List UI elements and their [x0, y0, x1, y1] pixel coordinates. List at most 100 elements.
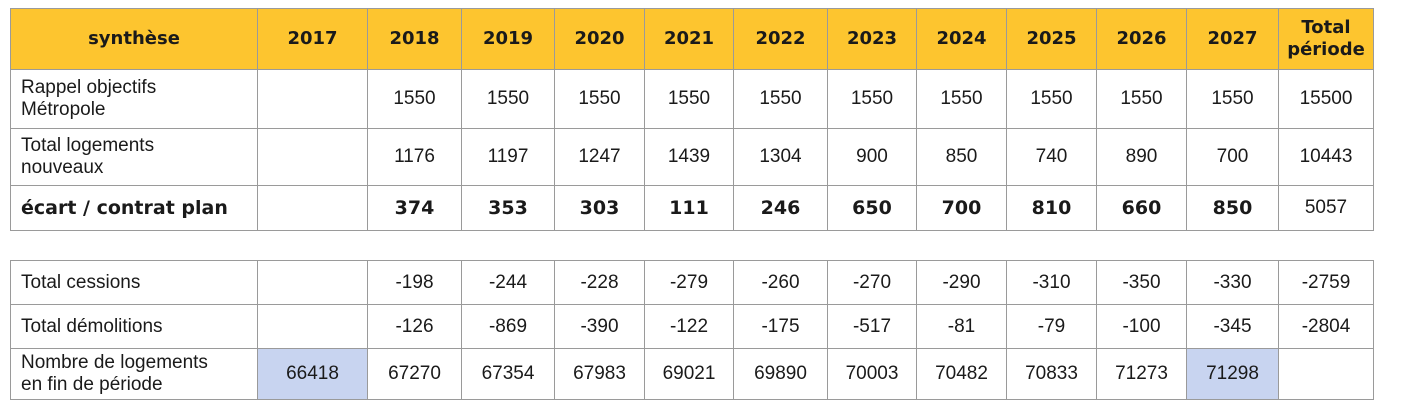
table-cell: -869 — [461, 304, 555, 349]
table-cell: 1550 — [461, 69, 555, 129]
year-header: 2023 — [827, 8, 917, 70]
synthesis-table: synthèse 2017 2018 2019 2020 2021 2022 2… — [10, 8, 1374, 231]
row-label: Total logements nouveaux — [10, 128, 258, 186]
table-cell: 246 — [733, 185, 828, 231]
table-cell: 71273 — [1096, 348, 1187, 400]
table-cell — [257, 185, 368, 231]
table-cell: 1550 — [827, 69, 917, 129]
table-cell: -198 — [367, 260, 462, 305]
table-cell: -270 — [827, 260, 917, 305]
table-cell: -310 — [1006, 260, 1097, 305]
total-cell — [1278, 348, 1374, 400]
table-cell: 67354 — [461, 348, 555, 400]
table-cell: -244 — [461, 260, 555, 305]
table-cell — [257, 304, 368, 349]
table-cell: -350 — [1096, 260, 1187, 305]
table-cell: -260 — [733, 260, 828, 305]
table-cell: 1550 — [1096, 69, 1187, 129]
table-row: Rappel objectifs Métropole 1550 1550 1550… — [10, 69, 1374, 129]
table-cell: 374 — [367, 185, 462, 231]
table-cell: 1197 — [461, 128, 555, 186]
total-period-header: Total période — [1278, 8, 1374, 70]
table-cell — [257, 69, 368, 129]
year-header: 2027 — [1186, 8, 1279, 70]
table-cell: -122 — [644, 304, 734, 349]
table-cell: 1550 — [1186, 69, 1279, 129]
table-cell: 69021 — [644, 348, 734, 400]
table-row: Nombre de logements en fin de période 664… — [10, 348, 1374, 400]
total-cell: 5057 — [1278, 185, 1374, 231]
table-cell: 353 — [461, 185, 555, 231]
year-header: 2018 — [367, 8, 462, 70]
table-cell: 1550 — [554, 69, 645, 129]
table-cell: -345 — [1186, 304, 1279, 349]
year-header: 2025 — [1006, 8, 1097, 70]
header-row: synthèse 2017 2018 2019 2020 2021 2022 2… — [10, 8, 1374, 70]
row-label: Rappel objectifs Métropole — [10, 69, 258, 129]
table-row: Total démolitions -126 -869 -390 -122 -1… — [10, 304, 1374, 349]
year-header: 2026 — [1096, 8, 1187, 70]
table-cell: 1304 — [733, 128, 828, 186]
table-cell: 900 — [827, 128, 917, 186]
row-label: Total démolitions — [10, 304, 258, 349]
table-cell — [257, 128, 368, 186]
table-row: Total cessions -198 -244 -228 -279 -260 … — [10, 260, 1374, 305]
table-row: Total logements nouveaux 1176 1197 1247 1… — [10, 128, 1374, 186]
table-cell: 70003 — [827, 348, 917, 400]
table-cell: 850 — [1186, 185, 1279, 231]
table-cell: 69890 — [733, 348, 828, 400]
table-cell: 70482 — [916, 348, 1007, 400]
table-cell: 1550 — [367, 69, 462, 129]
table-cell: 1550 — [644, 69, 734, 129]
year-header: 2017 — [257, 8, 368, 70]
total-cell: 10443 — [1278, 128, 1374, 186]
year-header: 2024 — [916, 8, 1007, 70]
table-cell: 700 — [916, 185, 1007, 231]
table-cell: -100 — [1096, 304, 1187, 349]
year-header: 2020 — [554, 8, 645, 70]
highlighted-cell: 66418 — [257, 348, 368, 400]
table-cell: 67983 — [554, 348, 645, 400]
table-cell: 660 — [1096, 185, 1187, 231]
table-cell: 303 — [554, 185, 645, 231]
table-cell: 1550 — [1006, 69, 1097, 129]
row-label: Total cessions — [10, 260, 258, 305]
table-cell: -517 — [827, 304, 917, 349]
table-cell: 1176 — [367, 128, 462, 186]
total-cell: -2804 — [1278, 304, 1374, 349]
table-cell: -279 — [644, 260, 734, 305]
table-cell: -79 — [1006, 304, 1097, 349]
table-cell: 1550 — [916, 69, 1007, 129]
total-cell: 15500 — [1278, 69, 1374, 129]
table-row: écart / contrat plan 374 353 303 111 246… — [10, 185, 1374, 231]
table-cell: 70833 — [1006, 348, 1097, 400]
table-cell: 1247 — [554, 128, 645, 186]
table-cell: -290 — [916, 260, 1007, 305]
row-label: Nombre de logements en fin de période — [10, 348, 258, 400]
table-cell: 850 — [916, 128, 1007, 186]
table-cell: 111 — [644, 185, 734, 231]
table-cell: -126 — [367, 304, 462, 349]
table-cell: 810 — [1006, 185, 1097, 231]
table-cell: -390 — [554, 304, 645, 349]
table-cell: -81 — [916, 304, 1007, 349]
housing-balance-table: Total cessions -198 -244 -228 -279 -260 … — [10, 260, 1374, 400]
table-cell: 700 — [1186, 128, 1279, 186]
row-label: écart / contrat plan — [10, 185, 258, 231]
table-cell: -228 — [554, 260, 645, 305]
table-cell: 650 — [827, 185, 917, 231]
year-header: 2019 — [461, 8, 555, 70]
table-cell: 67270 — [367, 348, 462, 400]
table-cell — [257, 260, 368, 305]
table-cell: 740 — [1006, 128, 1097, 186]
total-cell: -2759 — [1278, 260, 1374, 305]
table-cell: 1550 — [733, 69, 828, 129]
total-header-line1: Total — [1301, 17, 1351, 38]
table-cell: -175 — [733, 304, 828, 349]
header-label: synthèse — [10, 8, 258, 70]
highlighted-cell: 71298 — [1186, 348, 1279, 400]
year-header: 2021 — [644, 8, 734, 70]
table-cell: -330 — [1186, 260, 1279, 305]
table-cell: 890 — [1096, 128, 1187, 186]
table-cell: 1439 — [644, 128, 734, 186]
